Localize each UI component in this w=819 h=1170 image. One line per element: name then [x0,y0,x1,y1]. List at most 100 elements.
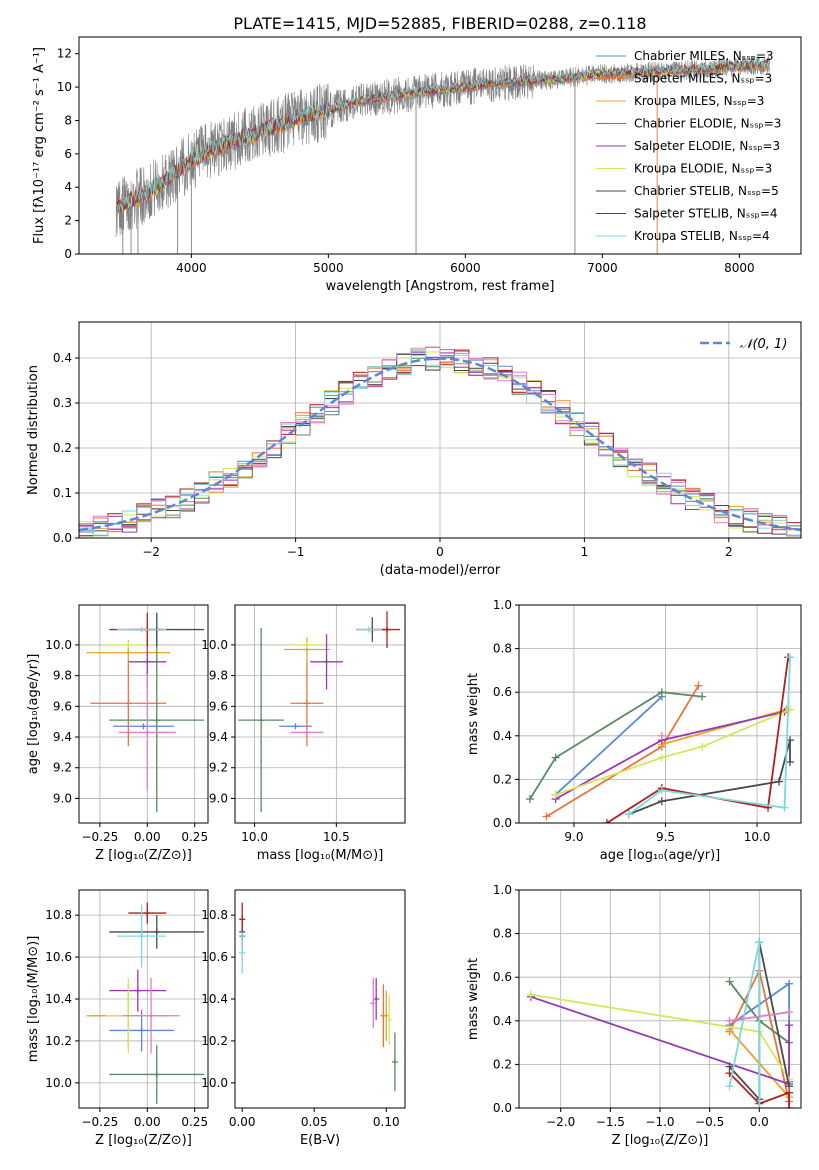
mass-weight-vs-age-xlabel: age [log₁₀(age/yr)] [600,848,721,863]
spectrum-xtick-label: 7000 [587,261,618,275]
residuals-xtick-label: 2 [725,545,733,559]
mass-weight-vs-Z-ytick-label: 0.8 [493,927,512,941]
mass-weight-vs-Z-plot [526,938,794,1108]
mass-vs-EBV-ytick-label: 10.0 [201,1076,228,1090]
age-vs-mass-xtick-label: 10.5 [323,830,350,844]
age-vs-Z-ytick-label: 10.0 [45,638,72,652]
spectrum-frame [78,36,802,255]
mass-weight-line-kroupa-stelib [628,657,791,816]
mass-weight-vs-age-frame [518,604,802,824]
mass-weight-vs-age-ytick-label: 0.8 [493,642,512,656]
mass-weight-line-salpeter-stelib [728,1072,790,1108]
mass-weight-vs-Z-xtick-label: 0.0 [750,1115,769,1129]
spectrum-ytick-label: 2 [64,214,72,228]
mass-vs-Z-plot [86,902,205,1104]
spectrum-legend-label: Salpeter ELODIE, Nₛₛₚ=3 [634,139,780,153]
age-vs-mass-ytick-label: 9.4 [209,730,228,744]
residuals-xtick-label: −1 [287,545,305,559]
mass-weight-line-chabrier-elodie [529,691,703,800]
age-vs-Z-ylabel: age [log₁₀(age/yr)] [26,654,41,775]
mass-vs-EBV-axes: 0.00 0.05 0.10 10.0 10.2 10.4 10.6 10.8 E(B-V) [201,889,406,1148]
mass-weight-vs-Z-xlabel: Z [log₁₀(Z/Z⊙)] [612,1133,709,1148]
spectrum-xtick-label: 5000 [313,261,344,275]
residual-histogram-chabrier-miles [79,349,801,537]
spectrum-xlabel: wavelength [Angstrom, rest frame] [326,279,555,294]
age-vs-Z-xtick-label: −0.25 [81,830,118,844]
mass-weight-line-pink [729,1011,790,1022]
spectrum-legend-label: Chabrier STELIB, Nₛₛₚ=5 [634,184,779,198]
spectrum-legend-label: Salpeter MILES, Nₛₛₚ=3 [634,72,772,86]
mass-vs-EBV-xtick-label: 0.05 [301,1115,328,1129]
mass-weight-vs-Z-xtick-label: −1.5 [596,1115,625,1129]
residuals-axes: −2 −1 0 1 2 0.0 0.1 0.2 0.3 0.4 (data-model)/error… [26,321,802,578]
residuals-xtick-label: −2 [142,545,160,559]
age-vs-mass-ytick-label: 9.8 [209,669,228,683]
spectrum-model-kroupa-stelib [115,58,770,215]
mass-vs-EBV-xlabel: E(B-V) [300,1133,340,1148]
residuals-legend-label: 𝒩(0, 1) [740,337,787,352]
age-vs-mass-ytick-label: 9.2 [209,761,228,775]
mass-weight-line-kroupa-elodie [555,708,791,796]
residuals-ylabel: Normed distribution [26,365,41,495]
mass-vs-Z-ylabel: mass [log₁₀(M/M⊙)] [26,936,41,1063]
age-vs-mass-axes: 10.0 10.5 9.0 9.2 9.4 9.6 9.8 10.0 mass [log₁₀(M… [201,604,406,863]
mass-vs-Z-ytick-label: 10.2 [45,1034,72,1048]
age-vs-mass-ytick-label: 9.6 [209,699,228,713]
mass-weight-vs-age-plot [525,653,795,823]
mass-weight-vs-age-ytick-label: 1.0 [493,598,512,612]
spectrum-plot [115,55,770,254]
age-vs-Z-axes: −0.25 0.00 0.25 9.0 9.2 9.4 9.6 9.8 10.0 Z [log₁₀… [26,604,209,863]
age-vs-Z-plot [86,612,205,813]
mass-vs-EBV-ytick-label: 10.6 [201,950,228,964]
mass-weight-vs-Z-xtick-label: −1.0 [645,1115,674,1129]
mass-weight-vs-Z-ytick-label: 0.2 [493,1057,512,1071]
mass-vs-Z-xlabel: Z [log₁₀(Z/Z⊙)] [95,1133,192,1148]
residuals-xlabel: (data-model)/error [380,563,501,578]
residuals-xtick-label: 0 [436,545,444,559]
normal-reference-curve [79,357,801,532]
spectrum-ytick-label: 10 [57,80,72,94]
spectrum-xtick-label: 8000 [724,261,755,275]
mass-vs-Z-axes: −0.25 0.00 0.25 10.0 10.2 10.4 10.6 10.8 Z [log₁… [26,889,209,1148]
age-vs-mass-xtick-label: 10.0 [241,830,268,844]
age-vs-mass-xlabel: mass [log₁₀(M/M⊙)] [257,848,384,863]
mass-vs-EBV-ytick-label: 10.2 [201,1034,228,1048]
spectrum-axes: 4000 5000 6000 7000 8000 0 2 4 6 8 10 12 wavelength … [32,36,802,294]
spectrum-ytick-label: 12 [57,47,72,61]
mass-weight-vs-age-xtick-label: 10.0 [744,830,771,844]
age-vs-Z-frame [78,604,209,824]
mass-weight-line-chabrier-miles [554,695,663,796]
age-vs-Z-xtick-label: 0.25 [181,830,208,844]
spectrum-xtick-label: 6000 [450,261,481,275]
residuals-ytick-label: 0.4 [53,351,72,365]
mass-vs-Z-xtick-label: 0.25 [181,1115,208,1129]
mass-vs-Z-xtick-label: −0.25 [81,1115,118,1129]
spectrum-ytick-label: 4 [64,180,72,194]
mass-weight-vs-age-xtick-label: 9.5 [656,830,675,844]
mass-vs-Z-xtick-label: 0.00 [134,1115,161,1129]
mass-vs-EBV-ytick-label: 10.4 [201,992,228,1006]
residuals-ytick-label: 0.3 [53,396,72,410]
age-vs-Z-ytick-label: 9.0 [53,791,72,805]
mass-weight-vs-age-ytick-label: 0.6 [493,685,512,699]
mass-weight-vs-age-xtick-label: 9.0 [564,830,583,844]
residuals-plot [79,346,801,537]
residual-histogram-pink [79,346,801,537]
mass-weight-vs-Z-ytick-label: 0.0 [493,1101,512,1115]
mass-vs-Z-ytick-label: 10.4 [45,992,72,1006]
spectrum-legend-label: Salpeter STELIB, Nₛₛₚ=4 [634,207,778,221]
mass-vs-Z-ytick-label: 10.0 [45,1076,72,1090]
mass-weight-vs-age-ytick-label: 0.4 [493,729,512,743]
age-vs-Z-xtick-label: 0.00 [134,830,161,844]
mass-vs-Z-ytick-label: 10.8 [45,908,72,922]
spectrum-ytick-label: 8 [64,113,72,127]
mass-weight-vs-age-ytick-label: 0.2 [493,772,512,786]
mass-weight-vs-Z-xtick-label: −0.5 [695,1115,724,1129]
mass-weight-vs-Z-axes: −2.0 −1.5 −1.0 −0.5 0.0 0.0 0.2 0.4 0.6 0.8 1.0 Z [… [466,883,802,1148]
mass-vs-Z-ytick-label: 10.6 [45,950,72,964]
mass-weight-vs-Z-ytick-label: 1.0 [493,883,512,897]
age-vs-Z-ytick-label: 9.4 [53,730,72,744]
mass-weight-vs-Z-xtick-label: −2.0 [546,1115,575,1129]
age-vs-mass-plot [238,611,401,813]
spectrum-legend-label: Chabrier MILES, Nₛₛₚ=3 [634,49,774,63]
